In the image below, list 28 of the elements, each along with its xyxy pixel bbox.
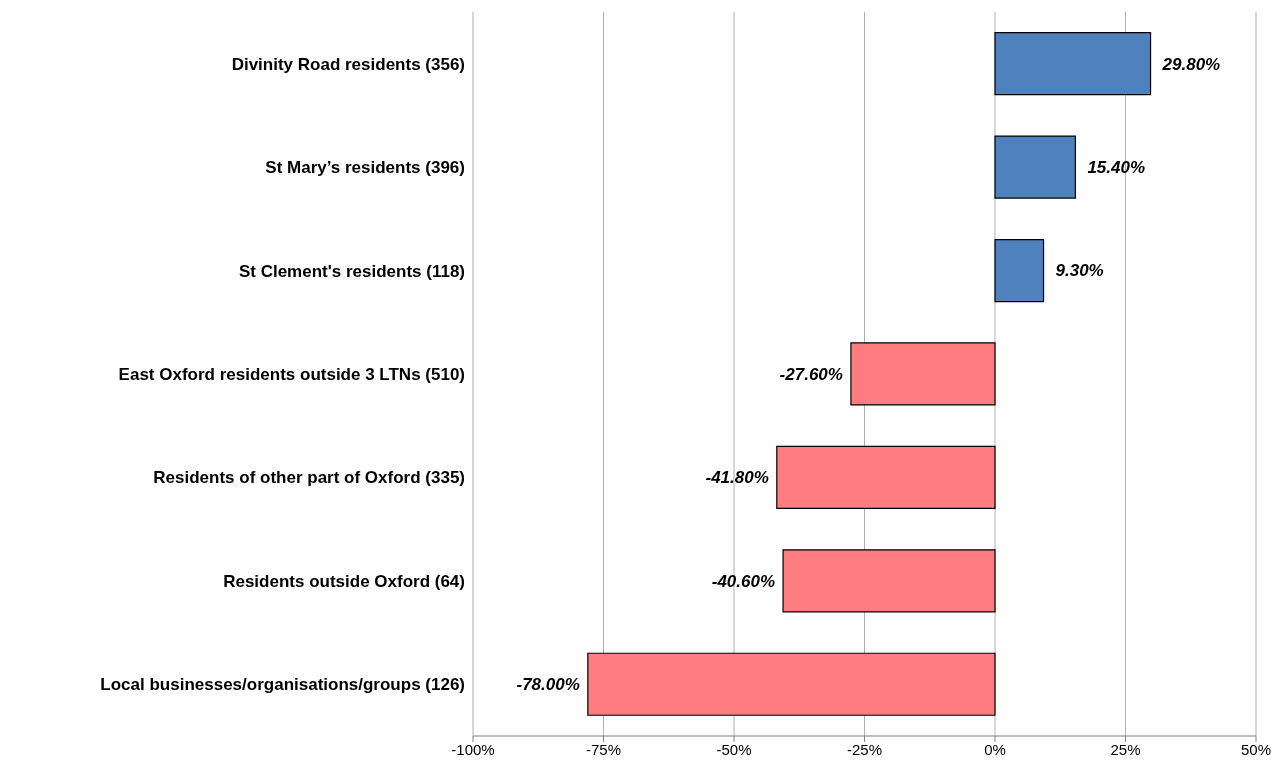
y-tick-label: St Mary’s residents (396) (265, 158, 465, 178)
bar (776, 445, 996, 509)
y-tick-label: Residents of other part of Oxford (335) (153, 468, 465, 488)
data-label: 15.40% (1087, 158, 1146, 178)
data-label: -27.60% (779, 364, 843, 384)
x-tick-label: -25% (846, 740, 883, 758)
y-tick-label: East Oxford residents outside 3 LTNs (510) (118, 365, 465, 385)
x-tick-label: -100% (451, 740, 495, 758)
bar (994, 32, 1152, 96)
y-tick-label: Residents outside Oxford (64) (223, 571, 465, 591)
x-tick-label: 0% (984, 740, 1006, 758)
data-label: 9.30% (1055, 261, 1104, 281)
bar (994, 238, 1045, 303)
bar (782, 549, 996, 613)
x-tick-label: -50% (716, 740, 752, 758)
x-tick-label: 50% (1240, 740, 1272, 758)
y-tick-label: Local businesses/organisations/groups (126) (100, 675, 465, 695)
y-tick-label: Divinity Road residents (356) (231, 54, 465, 74)
data-label: 29.80% (1161, 54, 1221, 74)
bar (994, 135, 1076, 199)
data-label: -40.60% (711, 571, 776, 591)
data-label: -41.80% (705, 468, 769, 488)
x-tick-label: -75% (585, 740, 622, 758)
y-tick-label: St Clement's residents (118) (238, 261, 465, 281)
bar (850, 342, 996, 406)
bar (587, 652, 996, 716)
data-label: -78.00% (516, 675, 580, 695)
x-tick-label: 25% (1110, 740, 1141, 758)
